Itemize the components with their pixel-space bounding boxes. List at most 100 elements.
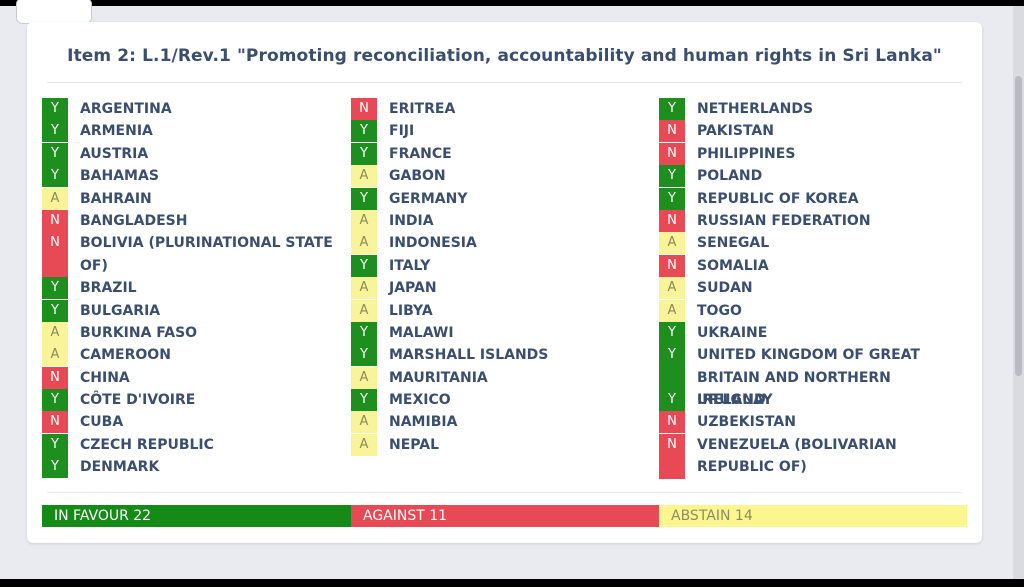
vote-badge: Y bbox=[42, 277, 68, 300]
country-name: CAMEROON bbox=[80, 347, 171, 364]
vote-badge: Y bbox=[659, 344, 685, 390]
vote-badge: Y bbox=[42, 142, 68, 165]
vote-badge: A bbox=[351, 209, 377, 232]
vote-row: Y URUGUAY bbox=[659, 389, 957, 412]
vote-badge: Y bbox=[351, 120, 377, 143]
vote-row: N CUBA bbox=[42, 411, 340, 434]
vote-row: Y BULGARIA bbox=[42, 299, 340, 322]
vote-row: A NEPAL bbox=[351, 433, 649, 456]
divider bbox=[47, 82, 962, 83]
vote-row: Y BRAZIL bbox=[42, 277, 340, 300]
country-name: CUBA bbox=[80, 414, 124, 431]
vote-row: Y GERMANY bbox=[351, 187, 649, 210]
vote-badge: Y bbox=[351, 187, 377, 210]
country-name: SENEGAL bbox=[697, 235, 770, 252]
vote-badge: Y bbox=[351, 254, 377, 277]
country-name: UZBEKISTAN bbox=[697, 414, 796, 431]
vote-row: Y MEXICO bbox=[351, 389, 649, 412]
vote-badge: A bbox=[351, 277, 377, 300]
vote-row: A SENEGAL bbox=[659, 232, 957, 255]
vote-badge: Y bbox=[351, 344, 377, 367]
vote-badge: N bbox=[42, 209, 68, 232]
vote-column-1: Y ARGENTINA Y ARMENIA Y AUSTRIA Y BAHAMAS A BAHRA… bbox=[42, 98, 340, 479]
vote-badge: N bbox=[659, 209, 685, 232]
top-button-fragment[interactable] bbox=[16, 0, 92, 24]
tally-in-favour: IN FAVOUR 22 bbox=[42, 505, 351, 527]
vote-row: A SUDAN bbox=[659, 277, 957, 300]
vote-row: Y UKRAINE bbox=[659, 321, 957, 344]
vote-badge: A bbox=[351, 433, 377, 456]
country-name: INDONESIA bbox=[389, 235, 477, 252]
vote-badge: Y bbox=[351, 389, 377, 412]
vote-row: Y CZECH REPUBLIC bbox=[42, 433, 340, 456]
country-name: GERMANY bbox=[389, 190, 468, 207]
vote-row: A INDIA bbox=[351, 209, 649, 232]
vote-row: Y ITALY bbox=[351, 254, 649, 277]
country-name: MAURITANIA bbox=[389, 369, 488, 386]
vote-badge: Y bbox=[659, 98, 685, 120]
vote-badge: A bbox=[351, 411, 377, 434]
vote-column-2: N ERITREA Y FIJI Y FRANCE A GABON Y GERMANY A INDIA… bbox=[351, 98, 649, 456]
vote-badge: Y bbox=[42, 456, 68, 479]
country-name: ARGENTINA bbox=[80, 101, 172, 117]
vote-row: Y POLAND bbox=[659, 165, 957, 188]
vote-badge: Y bbox=[659, 187, 685, 210]
vote-badge: A bbox=[42, 187, 68, 210]
country-name: MEXICO bbox=[389, 392, 451, 409]
vote-row: A BAHRAIN bbox=[42, 187, 340, 210]
country-name: ITALY bbox=[389, 257, 431, 274]
vote-badge: Y bbox=[659, 389, 685, 412]
vote-row: A TOGO bbox=[659, 299, 957, 322]
vote-badge: Y bbox=[351, 142, 377, 165]
vote-row: N VENEZUELA (BOLIVARIAN REPUBLIC OF) bbox=[659, 433, 957, 479]
vote-badge: N bbox=[659, 411, 685, 434]
vote-row: N SOMALIA bbox=[659, 254, 957, 277]
vote-row: N ERITREA bbox=[351, 98, 649, 120]
country-name: TOGO bbox=[697, 302, 742, 319]
vote-badge: A bbox=[659, 232, 685, 255]
country-name: FRANCE bbox=[389, 145, 452, 162]
country-name: VENEZUELA (BOLIVARIAN REPUBLIC OF) bbox=[697, 436, 897, 476]
vote-row: Y MALAWI bbox=[351, 321, 649, 344]
screen: Item 2: L.1/Rev.1 "Promoting reconciliat… bbox=[0, 0, 1013, 579]
vote-badge: A bbox=[42, 321, 68, 344]
country-name: PAKISTAN bbox=[697, 123, 774, 140]
vote-row: Y ARGENTINA bbox=[42, 98, 340, 120]
country-name: BOLIVIA (PLURINATIONAL STATE OF) bbox=[80, 235, 333, 274]
vote-results-card: Item 2: L.1/Rev.1 "Promoting reconciliat… bbox=[27, 22, 982, 543]
vote-row: A NAMIBIA bbox=[351, 411, 649, 434]
country-name: BULGARIA bbox=[80, 302, 161, 319]
vote-row: N UZBEKISTAN bbox=[659, 411, 957, 434]
vote-badge: Y bbox=[42, 98, 68, 120]
country-name: NETHERLANDS bbox=[697, 101, 814, 117]
country-name: REPUBLIC OF KOREA bbox=[697, 190, 859, 207]
country-name: CHINA bbox=[80, 369, 130, 386]
vote-row: Y FRANCE bbox=[351, 142, 649, 165]
vote-badge: A bbox=[659, 299, 685, 322]
vote-row: Y BAHAMAS bbox=[42, 165, 340, 188]
country-name: ERITREA bbox=[389, 101, 456, 117]
scrollbar-thumb[interactable] bbox=[1015, 76, 1022, 376]
country-name: BURKINA FASO bbox=[80, 324, 198, 341]
scrollbar[interactable] bbox=[1013, 6, 1024, 579]
vote-badge: N bbox=[351, 98, 377, 120]
country-name: BAHAMAS bbox=[80, 168, 159, 185]
country-name: MARSHALL ISLANDS bbox=[389, 347, 549, 364]
country-name: PHILIPPINES bbox=[697, 145, 796, 162]
vote-badge: A bbox=[42, 344, 68, 367]
vote-badge: Y bbox=[42, 299, 68, 322]
vote-row: N PHILIPPINES bbox=[659, 142, 957, 165]
country-name: CZECH REPUBLIC bbox=[80, 436, 214, 453]
country-name: NEPAL bbox=[389, 436, 440, 453]
vote-row: A CAMEROON bbox=[42, 344, 340, 367]
vote-badge: N bbox=[42, 411, 68, 434]
page-title: Item 2: L.1/Rev.1 "Promoting reconciliat… bbox=[67, 46, 942, 66]
vote-badge: A bbox=[351, 299, 377, 322]
country-name: URUGUAY bbox=[697, 392, 773, 409]
vote-row: Y ARMENIA bbox=[42, 120, 340, 143]
country-name: UKRAINE bbox=[697, 324, 768, 341]
country-name: SOMALIA bbox=[697, 257, 769, 274]
vote-badge: Y bbox=[659, 165, 685, 188]
country-name: DENMARK bbox=[80, 459, 160, 476]
tally-against: AGAINST 11 bbox=[351, 505, 659, 527]
